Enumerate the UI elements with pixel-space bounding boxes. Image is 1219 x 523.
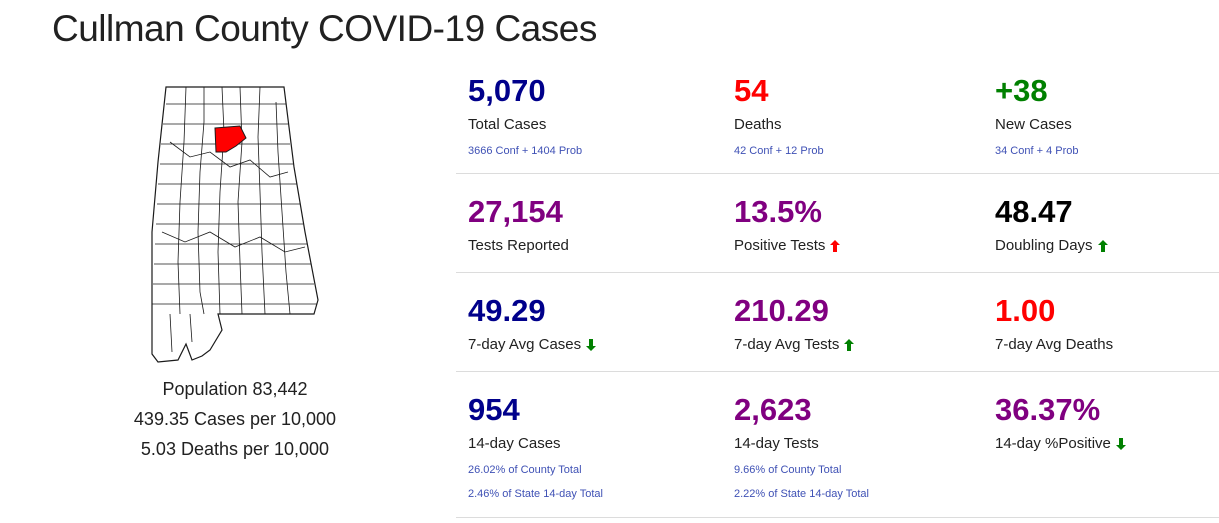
stat-doubling-days: 48.47 Doubling Days (983, 174, 1219, 272)
stat-subtext: 3666 Conf + 1404 Prob (468, 145, 583, 157)
stat-label: Doubling Days (995, 237, 1093, 254)
stat-new-cases: +38 New Cases 34 Conf + 4 Prob (983, 68, 1219, 173)
stat-label-row: 14-day %Positive (995, 434, 1219, 454)
stat-value: 48.47 (995, 194, 1073, 229)
cases-per-10000: 439.35 Cases per 10,000 (133, 409, 337, 429)
alabama-map-icon (151, 86, 319, 363)
stat-positive-tests: 13.5% Positive Tests (722, 174, 983, 272)
stat-subtext-state: 2.46% of State 14-day Total (468, 488, 603, 500)
stat-value: 5,070 (468, 73, 546, 108)
stat-7day-avg-tests: 210.29 7-day Avg Tests (722, 273, 983, 371)
stat-tests-reported: 27,154 Tests Reported (456, 174, 722, 272)
stat-14day-cases: 954 14-day Cases 26.02% of County Total … (456, 372, 722, 517)
stat-value: 36.37% (995, 392, 1101, 427)
page-title: Cullman County COVID-19 Cases (52, 8, 597, 49)
stat-label: 7-day Avg Deaths (995, 336, 1114, 353)
arrow-up-icon (1097, 240, 1108, 252)
cullman-county-highlight (214, 125, 247, 153)
arrow-up-icon (830, 240, 841, 252)
stat-deaths: 54 Deaths 42 Conf + 12 Prob (722, 68, 983, 173)
stats-row: 49.29 7-day Avg Cases 210.29 7-day Avg T… (456, 273, 1219, 372)
stat-label-row: Doubling Days (995, 236, 1219, 256)
stat-label: Deaths (734, 116, 782, 133)
stat-label: 14-day Tests (734, 435, 819, 452)
stat-subtext: 34 Conf + 4 Prob (995, 145, 1079, 157)
stat-value: 27,154 (468, 194, 563, 229)
stat-value: 54 (734, 73, 769, 108)
stat-total-cases: 5,070 Total Cases 3666 Conf + 1404 Prob (456, 68, 722, 173)
stat-label-row: 7-day Avg Cases (468, 335, 722, 355)
arrow-down-icon (1115, 438, 1126, 450)
stat-label: 7-day Avg Tests (734, 336, 840, 353)
stat-label: Positive Tests (734, 237, 826, 254)
stat-label: 14-day Cases (468, 435, 561, 452)
stat-14day-positive: 36.37% 14-day %Positive (983, 372, 1219, 517)
stat-subtext-county: 26.02% of County Total (468, 464, 582, 476)
stat-label: 7-day Avg Cases (468, 336, 582, 353)
arrow-up-icon (844, 339, 855, 351)
stat-label: Tests Reported (468, 237, 569, 254)
stats-grid: 5,070 Total Cases 3666 Conf + 1404 Prob … (456, 68, 1219, 518)
stats-row: 27,154 Tests Reported 13.5% Positive Tes… (456, 174, 1219, 273)
stat-value: 13.5% (734, 194, 822, 229)
stat-subtext-county: 9.66% of County Total (734, 464, 842, 476)
stat-value: 2,623 (734, 392, 812, 427)
stat-value: 210.29 (734, 293, 829, 328)
stat-7day-avg-deaths: 1.00 7-day Avg Deaths (983, 273, 1219, 371)
stat-value: +38 (995, 73, 1048, 108)
deaths-per-10000: 5.03 Deaths per 10,000 (140, 439, 330, 459)
stat-label: New Cases (995, 116, 1072, 133)
stat-label-row: Positive Tests (734, 236, 983, 256)
state-map (100, 82, 370, 372)
stat-value: 1.00 (995, 293, 1056, 328)
stat-label: Total Cases (468, 116, 547, 133)
stat-value: 49.29 (468, 293, 546, 328)
stat-7day-avg-cases: 49.29 7-day Avg Cases (456, 273, 722, 371)
population-stats: Population 83,442 439.35 Cases per 10,00… (100, 374, 370, 464)
stat-subtext-state: 2.22% of State 14-day Total (734, 488, 869, 500)
stats-row: 954 14-day Cases 26.02% of County Total … (456, 372, 1219, 518)
stat-14day-tests: 2,623 14-day Tests 9.66% of County Total… (722, 372, 983, 517)
stat-label-row: 7-day Avg Tests (734, 335, 983, 355)
stat-value: 954 (468, 392, 520, 427)
stats-row: 5,070 Total Cases 3666 Conf + 1404 Prob … (456, 68, 1219, 174)
stat-label: 14-day %Positive (995, 435, 1111, 452)
stat-subtext: 42 Conf + 12 Prob (734, 145, 824, 157)
population-text: Population 83,442 (162, 379, 308, 399)
arrow-down-icon (586, 339, 597, 351)
